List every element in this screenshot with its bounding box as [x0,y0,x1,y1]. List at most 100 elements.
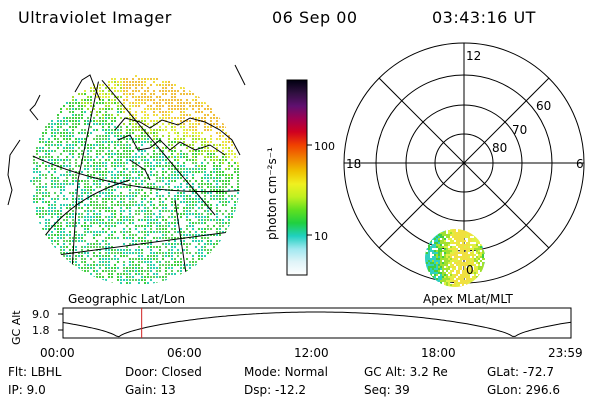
imager-pixel [183,156,185,158]
imager-pixel [72,246,74,248]
oval-pixel [425,286,426,287]
imager-pixel [102,258,104,260]
imager-pixel [177,171,179,173]
imager-pixel [108,198,110,200]
imager-pixel [216,195,218,197]
imager-pixel [141,78,143,80]
imager-pixel [144,225,146,227]
imager-pixel [111,273,113,275]
oval-pixel [432,234,434,236]
imager-pixel [234,168,236,170]
oval-pixel [478,278,480,280]
oval-pixel [468,268,470,270]
oval-pixel [458,262,460,264]
imager-pixel [135,252,137,254]
imager-pixel [69,150,71,152]
imager-pixel [57,144,59,146]
imager-pixel [66,225,68,227]
imager-pixel [69,204,71,206]
oval-pixel [438,242,440,244]
imager-pixel [48,126,50,128]
imager-pixel [102,171,104,173]
oval-pixel [450,260,452,262]
imager-pixel [111,99,113,101]
oval-pixel [448,258,450,260]
imager-pixel [69,222,71,224]
imager-pixel [87,231,89,233]
imager-pixel [99,207,101,209]
oval-pixel [448,232,450,234]
imager-pixel [102,99,104,101]
imager-pixel [204,195,206,197]
oval-pixel [440,256,442,258]
imager-pixel [159,108,161,110]
imager-pixel [129,186,131,188]
imager-pixel [165,261,167,263]
imager-pixel [87,204,89,206]
oval-pixel [438,248,440,250]
imager-pixel [147,153,149,155]
imager-pixel [90,192,92,194]
imager-pixel [138,171,140,173]
imager-pixel [156,246,158,248]
imager-pixel [111,108,113,110]
imager-pixel [108,228,110,230]
imager-pixel [90,90,92,92]
imager-pixel [213,186,215,188]
oval-pixel [444,230,446,232]
oval-pixel [460,258,462,260]
imager-pixel [42,138,44,140]
imager-pixel [159,117,161,119]
imager-pixel [126,99,128,101]
imager-pixel [111,282,113,284]
imager-pixel [78,117,80,119]
imager-pixel [72,210,74,212]
imager-pixel [57,219,59,221]
imager-pixel [162,159,164,161]
imager-pixel [132,162,134,164]
oval-pixel [444,284,446,286]
imager-pixel [222,189,224,191]
oval-pixel [466,234,468,236]
imager-pixel [165,159,167,161]
imager-pixel [195,189,197,191]
imager-pixel [177,186,179,188]
imager-pixel [108,105,110,107]
oval-pixel [430,234,432,236]
imager-pixel [66,120,68,122]
imager-pixel [162,150,164,152]
imager-pixel [90,189,92,191]
oval-pixel [464,258,466,260]
imager-pixel [144,177,146,179]
imager-pixel [126,159,128,161]
imager-pixel [186,234,188,236]
imager-pixel [150,129,152,131]
imager-pixel [135,126,137,128]
imager-pixel [201,117,203,119]
imager-pixel [156,240,158,242]
imager-pixel [210,174,212,176]
imager-pixel [75,189,77,191]
oval-pixel [430,238,432,240]
imager-pixel [93,261,95,263]
imager-pixel [129,198,131,200]
oval-pixel [426,262,428,264]
imager-pixel [225,228,227,230]
imager-pixel [183,234,185,236]
oval-pixel [470,266,472,268]
imager-pixel [189,213,191,215]
imager-pixel [183,90,185,92]
imager-pixel [72,114,74,116]
imager-pixel [153,132,155,134]
imager-pixel [102,123,104,125]
oval-pixel [460,240,462,242]
imager-pixel [132,270,134,272]
imager-pixel [87,99,89,101]
oval-pixel [480,260,482,262]
oval-pixel [454,229,456,230]
imager-pixel [114,168,116,170]
imager-pixel [216,192,218,194]
imager-pixel [174,207,176,209]
imager-pixel [180,195,182,197]
